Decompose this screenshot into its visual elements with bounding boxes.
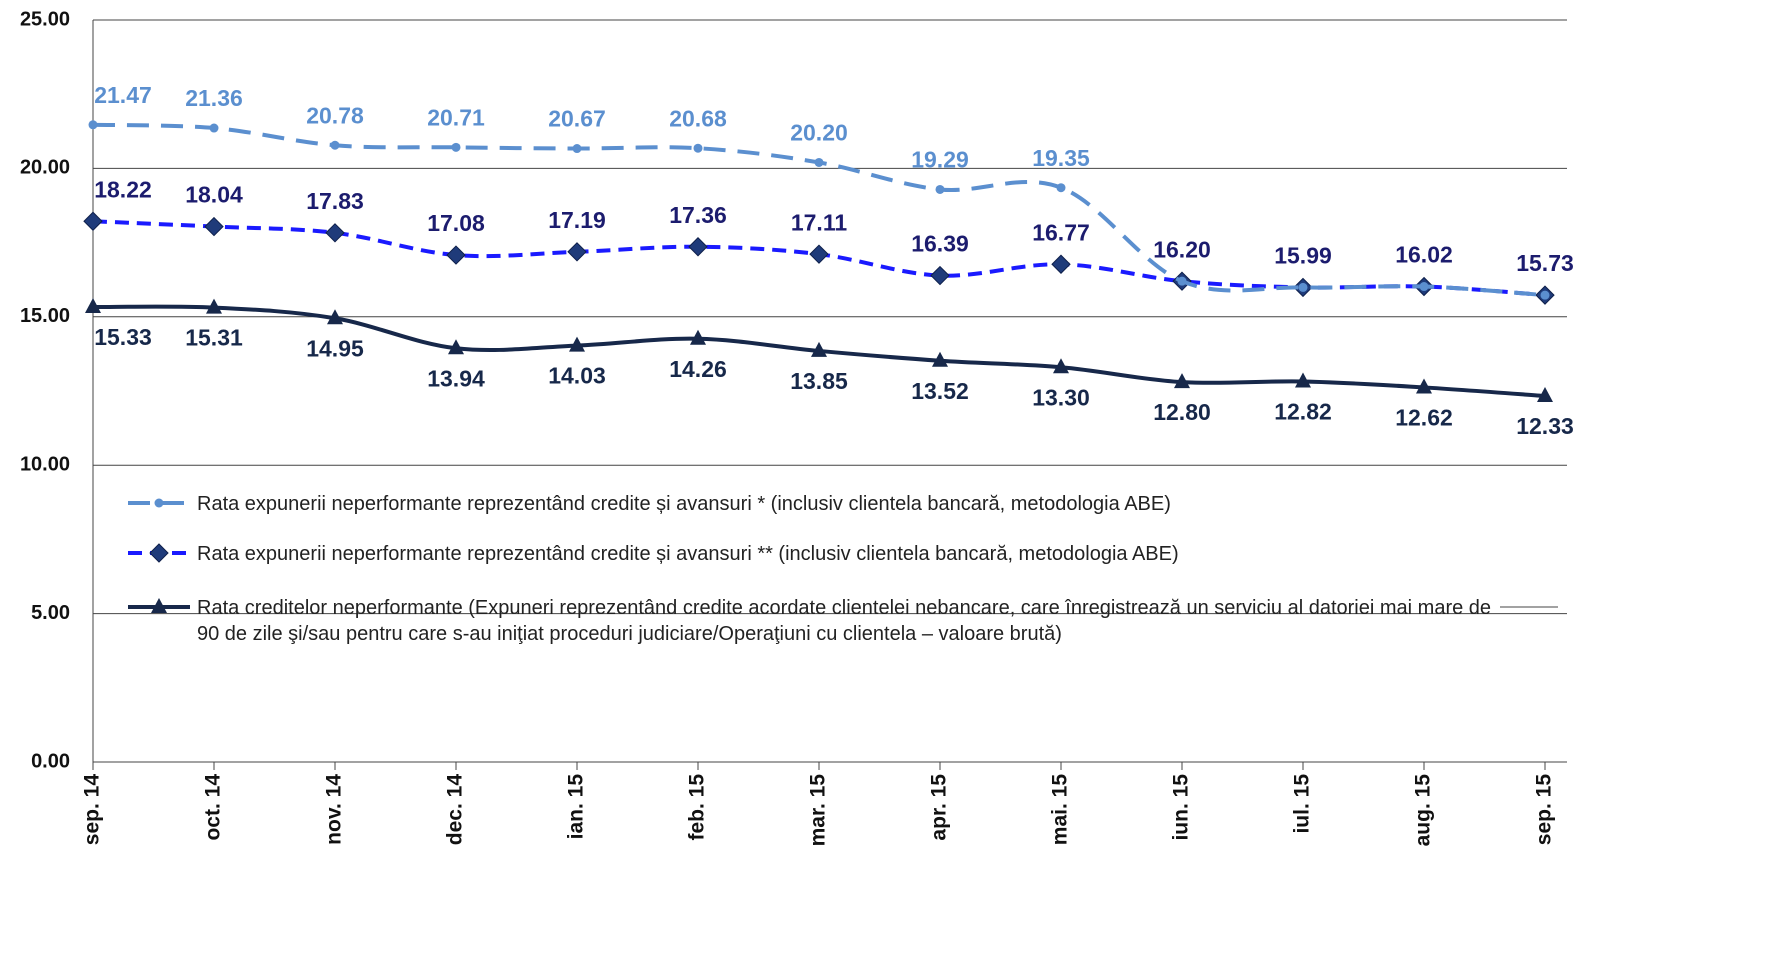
data-label: 14.26	[669, 356, 727, 382]
point	[1053, 358, 1069, 374]
legend-label: Rata expunerii neperformante reprezentân…	[197, 543, 1179, 565]
point	[327, 309, 343, 325]
point	[1540, 290, 1550, 300]
x-tick-label: feb. 15	[686, 774, 709, 841]
x-tick-label: aug. 15	[1412, 774, 1435, 847]
x-tick-label: iun. 15	[1170, 774, 1193, 841]
point	[451, 142, 461, 152]
point	[567, 242, 587, 262]
x-tick-label: oct. 14	[202, 774, 225, 841]
point	[209, 123, 219, 133]
point	[85, 298, 101, 314]
point	[1298, 282, 1308, 292]
data-label: 15.31	[185, 325, 243, 351]
point	[688, 237, 708, 257]
point	[690, 329, 706, 345]
y-tick-label: 25.00	[20, 8, 70, 30]
legend-marker	[149, 543, 169, 563]
point	[1419, 282, 1429, 292]
point	[1056, 183, 1066, 193]
point	[1174, 373, 1190, 389]
data-label: 19.35	[1032, 145, 1090, 171]
x-tick-label: mai. 15	[1049, 774, 1072, 846]
data-label: 14.95	[306, 335, 364, 361]
x-tick-label: apr. 15	[928, 774, 951, 841]
legend-label: Rata expunerii neperformante reprezentân…	[197, 493, 1171, 515]
x-tick-label: dec. 14	[444, 774, 467, 846]
data-label: 20.68	[669, 105, 727, 131]
legend-marker	[151, 598, 167, 613]
data-label: 14.03	[548, 363, 606, 389]
x-tick-label: mar. 15	[807, 774, 830, 847]
point	[204, 216, 224, 237]
data-label: 12.62	[1395, 405, 1453, 431]
x-tick-label: ian. 15	[565, 774, 588, 840]
data-label: 12.33	[1516, 413, 1574, 439]
data-label: 17.83	[306, 188, 364, 214]
point	[932, 351, 948, 367]
data-label: 13.30	[1032, 384, 1090, 410]
data-label: 13.85	[790, 368, 848, 394]
legend-marker	[154, 498, 164, 508]
x-tick-label: iul. 15	[1291, 774, 1314, 834]
y-tick-label: 10.00	[20, 453, 70, 475]
point	[809, 244, 829, 264]
data-label: 17.08	[427, 210, 485, 236]
data-label: 16.39	[911, 231, 969, 257]
point	[811, 341, 827, 357]
point	[330, 140, 340, 150]
point	[83, 211, 103, 231]
point	[1295, 372, 1311, 388]
data-label: 20.67	[548, 106, 606, 132]
data-label: 20.71	[427, 104, 485, 130]
point	[1051, 254, 1071, 274]
data-label: 20.20	[790, 120, 848, 146]
data-label: 17.11	[791, 209, 847, 235]
point	[325, 223, 345, 243]
y-tick-label: 20.00	[20, 157, 70, 179]
legend-label: Rata creditelor neperformante (Expuneri …	[197, 597, 1492, 645]
point	[1537, 387, 1553, 403]
point	[569, 336, 585, 352]
data-label: 16.20	[1153, 236, 1211, 262]
data-label: 18.22	[94, 176, 152, 202]
data-label: 15.33	[94, 324, 152, 350]
y-tick-label: 0.00	[31, 750, 70, 772]
point	[446, 245, 466, 265]
x-tick-label: sep. 15	[1533, 774, 1556, 846]
data-label: 18.04	[185, 182, 243, 208]
data-label: 15.73	[1516, 250, 1574, 276]
data-label: 21.36	[185, 85, 243, 111]
point	[1177, 276, 1187, 286]
data-label: 16.77	[1032, 219, 1090, 245]
x-tick-label: nov. 14	[323, 774, 346, 845]
data-label: 12.82	[1274, 399, 1332, 425]
y-tick-label: 5.00	[31, 602, 70, 624]
point	[693, 143, 703, 153]
point	[206, 298, 222, 314]
point	[930, 265, 950, 286]
data-label: 12.80	[1153, 399, 1211, 425]
data-label: 17.36	[669, 202, 727, 228]
data-label: 20.78	[306, 102, 364, 128]
x-tick-label: sep. 14	[81, 774, 104, 846]
data-label: 19.29	[911, 147, 969, 173]
data-label: 21.47	[94, 82, 152, 108]
data-label: 13.94	[427, 365, 485, 391]
point	[1416, 378, 1432, 394]
point	[88, 120, 98, 130]
point	[572, 144, 582, 154]
data-label: 15.99	[1274, 242, 1332, 268]
point	[935, 184, 945, 194]
data-label: 16.02	[1395, 242, 1453, 268]
point	[448, 339, 464, 355]
data-label: 17.19	[548, 207, 606, 233]
y-tick-label: 15.00	[20, 305, 70, 327]
data-label: 13.52	[911, 378, 969, 404]
point	[814, 157, 824, 167]
